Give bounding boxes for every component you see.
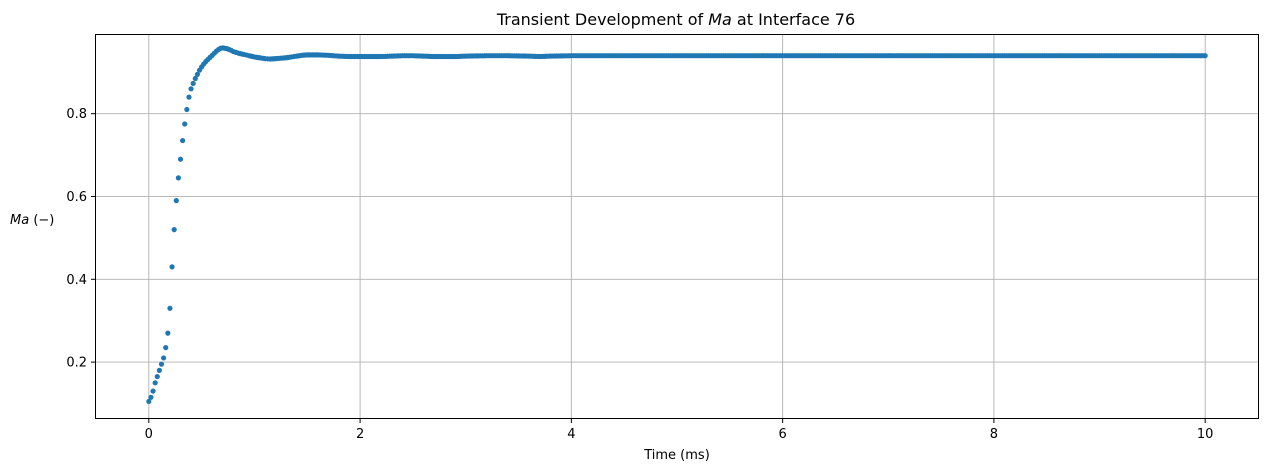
data-point bbox=[163, 345, 169, 351]
data-point bbox=[184, 106, 190, 113]
data-point bbox=[161, 355, 167, 361]
data-point bbox=[154, 373, 160, 380]
y-tick-label: 0.6 bbox=[66, 190, 87, 205]
data-point bbox=[177, 156, 184, 162]
axis-ticks: 0 2 4 6 8 10 0.2 0.4 0.6 0.8 bbox=[66, 107, 1213, 442]
data-point bbox=[146, 398, 152, 405]
x-axis-label: Time (ms) bbox=[643, 448, 710, 463]
grid-lines bbox=[96, 35, 1258, 418]
data-point bbox=[180, 137, 186, 144]
data-point bbox=[188, 86, 194, 92]
x-tick-label: 8 bbox=[990, 427, 998, 442]
data-point bbox=[173, 198, 179, 204]
data-point bbox=[158, 361, 165, 367]
x-tick-label: 4 bbox=[567, 427, 575, 442]
y-tick-label: 0.2 bbox=[66, 356, 87, 371]
x-tick-label: 10 bbox=[1197, 427, 1214, 442]
data-point bbox=[186, 94, 192, 100]
data-point bbox=[194, 71, 201, 77]
data-point bbox=[169, 264, 175, 270]
plot-frame bbox=[95, 34, 1259, 419]
data-point bbox=[156, 367, 162, 373]
data-point bbox=[171, 227, 177, 233]
data-point bbox=[165, 330, 171, 336]
data-points bbox=[146, 45, 1208, 405]
x-tick-label: 2 bbox=[356, 427, 364, 442]
data-point bbox=[175, 175, 181, 181]
data-point bbox=[152, 380, 158, 386]
data-point bbox=[192, 75, 198, 82]
data-point bbox=[190, 80, 196, 87]
x-tick-label: 6 bbox=[778, 427, 786, 442]
y-tick-label: 0.8 bbox=[66, 107, 87, 122]
y-tick-label: 0.4 bbox=[66, 273, 87, 288]
data-point bbox=[1202, 53, 1208, 59]
y-axis-label: Ma (−) bbox=[10, 213, 54, 228]
data-point bbox=[150, 388, 156, 394]
data-point bbox=[182, 121, 188, 127]
data-point bbox=[148, 394, 154, 400]
x-tick-label: 0 bbox=[145, 427, 153, 442]
chart-title: Transient Development of Ma at Interface… bbox=[496, 10, 855, 29]
data-point bbox=[167, 305, 173, 311]
